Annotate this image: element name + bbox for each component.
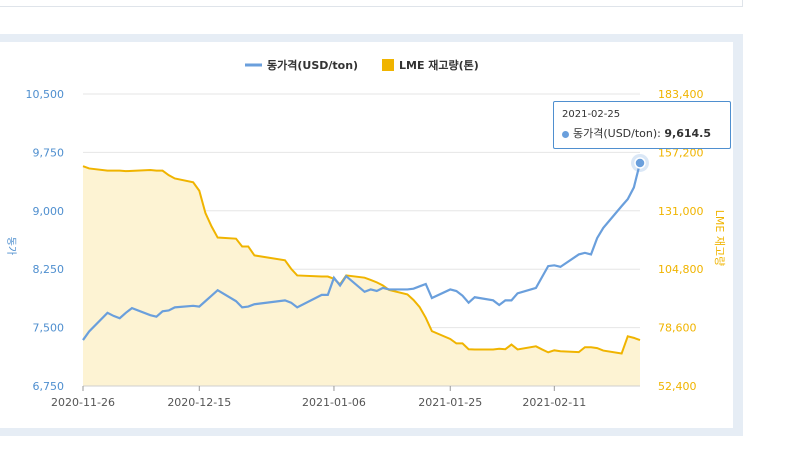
x-tick-label: 2021-01-25	[418, 396, 482, 409]
stock-line[interactable]	[82, 165, 641, 355]
left-tick-label: 9,750	[33, 146, 65, 159]
tooltip: 2021-02-25 동가격(USD/ton): 9,614.5	[553, 101, 731, 149]
legend-stock-swatch[interactable]	[382, 59, 394, 71]
highlight-point[interactable]	[634, 157, 646, 169]
legend-copper-label[interactable]: 동가격(USD/ton)	[267, 58, 358, 72]
tooltip-date: 2021-02-25	[562, 109, 621, 120]
stock-area-series	[82, 165, 641, 386]
right-axis-title: LME 재고량	[713, 210, 726, 266]
legend-stock-label[interactable]: LME 재고량(톤)	[399, 58, 479, 72]
left-tick-label: 6,750	[33, 380, 65, 393]
right-tick-label: 183,400	[658, 88, 704, 101]
left-tick-label: 9,000	[33, 205, 65, 218]
left-tick-label: 10,500	[26, 88, 65, 101]
top-card-edge	[0, 0, 743, 7]
tooltip-value: 9,614.5	[664, 127, 712, 140]
right-tick-label: 157,200	[658, 146, 704, 159]
x-axis-ticks: 2020-11-26 2020-12-15 2021-01-06 2021-01-25…	[51, 385, 640, 409]
right-axis-ticks: 183,400 157,200 131,000 104,800 78,600 52,400	[658, 88, 704, 393]
tooltip-row: 동가격(USD/ton): 9,614.5	[562, 125, 722, 141]
x-tick-label: 2021-02-11	[522, 396, 586, 409]
left-axis-title: 동가	[5, 237, 17, 255]
price-line[interactable]	[82, 162, 642, 341]
tooltip-series-marker	[562, 130, 569, 138]
chart-card: 10,500 9,750 9,000 8,250 7,500 6,750 183,400 1…	[0, 42, 733, 428]
x-tick-label: 2020-12-15	[167, 396, 231, 409]
tooltip-series-label: 동가격(USD/ton):	[573, 127, 661, 140]
left-tick-label: 7,500	[33, 322, 65, 335]
x-tick-label: 2021-01-06	[302, 396, 366, 409]
stock-area-fill	[83, 166, 640, 386]
left-axis-ticks: 10,500 9,750 9,000 8,250 7,500 6,750	[26, 88, 65, 393]
chart-panel: 10,500 9,750 9,000 8,250 7,500 6,750 183,400 1…	[0, 34, 743, 436]
left-tick-label: 8,250	[33, 263, 65, 276]
right-tick-label: 52,400	[658, 380, 697, 393]
right-tick-label: 78,600	[658, 322, 697, 335]
right-tick-label: 131,000	[658, 205, 704, 218]
price-line-series	[82, 153, 649, 341]
x-tick-label: 2020-11-26	[51, 396, 115, 409]
right-tick-label: 104,800	[658, 263, 704, 276]
legend[interactable]: 동가격(USD/ton) LME 재고량(톤)	[245, 58, 479, 72]
